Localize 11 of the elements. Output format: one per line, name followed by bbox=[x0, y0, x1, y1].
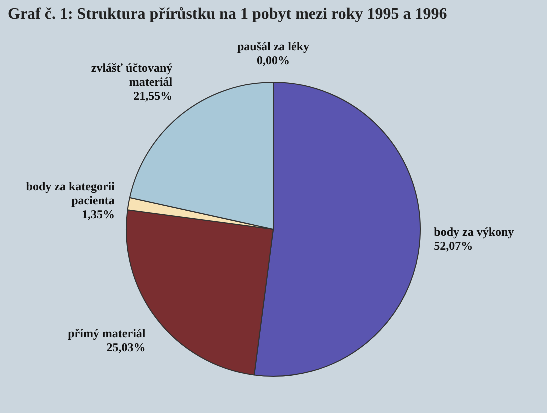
slice-label: body za výkony bbox=[434, 225, 514, 240]
chart-title: Graf č. 1: Struktura přírůstku na 1 pobyt mezi roky 1995 a 1996 bbox=[7, 5, 448, 25]
slice-label: zvlášť účtovaný materiál bbox=[91, 61, 174, 90]
data-label: 1,35% bbox=[82, 208, 115, 222]
data-label: 21,55% bbox=[134, 89, 173, 104]
text: 0,00% bbox=[257, 54, 290, 68]
data-label: 52,07% bbox=[434, 239, 474, 254]
slice-label: přímý materiál bbox=[68, 326, 146, 341]
slice-label: body za kategorii pacienta bbox=[26, 180, 116, 208]
category-label: paušál za léky bbox=[237, 40, 310, 54]
data-label: 25,03% bbox=[106, 340, 146, 355]
